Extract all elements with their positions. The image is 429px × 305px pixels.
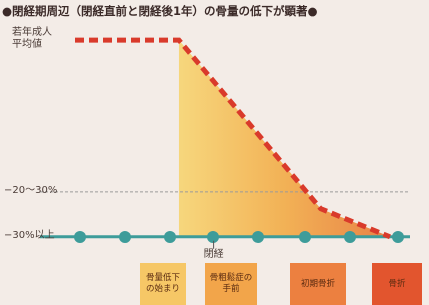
stage-box: 初期骨折 <box>290 263 346 305</box>
page: ●閉経期周辺（閉経直前と閉経後1年）の骨量の低下が顕著● 骨量低下の始まり 骨粗… <box>0 0 429 305</box>
chart-title: ●閉経期周辺（閉経直前と閉経後1年）の骨量の低下が顕著● <box>2 3 318 19</box>
y-tick-label: −30%以上 <box>4 230 55 242</box>
stage-box: 骨量低下の始まり <box>140 263 186 305</box>
stage-box: 骨粗鬆症の手前 <box>205 263 257 305</box>
x-marker-label: 閉経 <box>204 249 224 261</box>
y-tick-label: −20〜30% <box>4 185 57 197</box>
area-fill <box>179 40 390 237</box>
stage-box: 骨折 <box>372 263 422 305</box>
y-tick-label: 若年成人平均値 <box>12 27 56 51</box>
